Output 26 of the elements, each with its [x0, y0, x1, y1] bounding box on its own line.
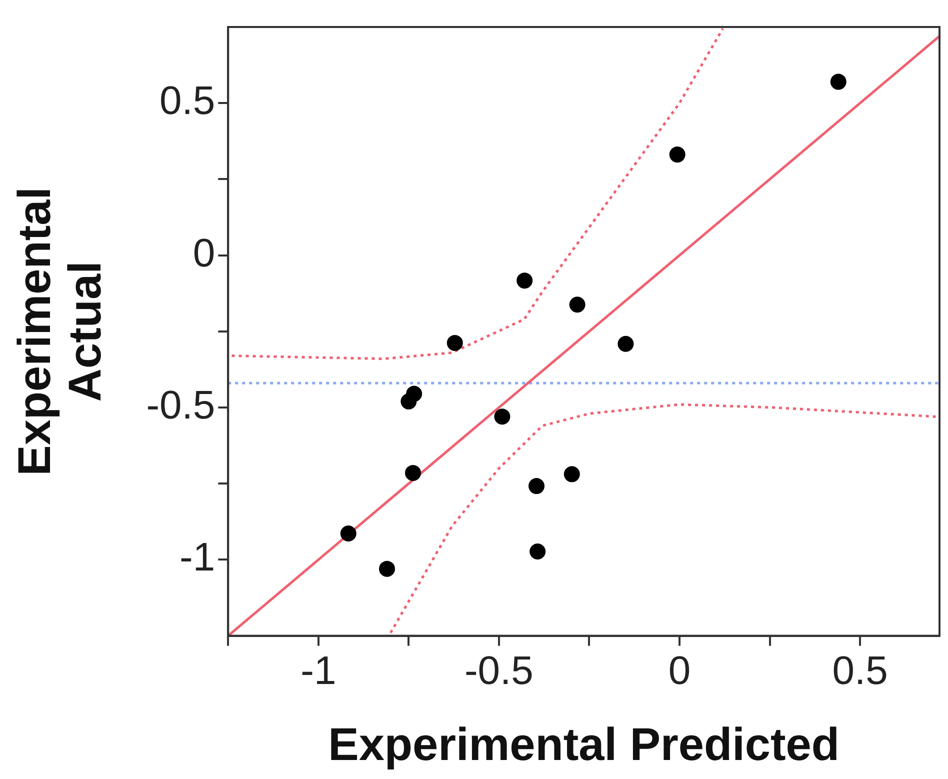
point	[830, 74, 846, 90]
x-tick-label: 0	[668, 648, 691, 693]
line-series	[230, 27, 724, 360]
point	[669, 146, 686, 163]
point	[340, 526, 356, 542]
point	[405, 464, 422, 481]
point	[564, 466, 580, 482]
point	[494, 408, 510, 425]
y-tick-label: -1	[180, 536, 216, 580]
y-tick-label: -0.5	[146, 384, 216, 428]
y-axis-title: Experimental Actual	[8, 186, 111, 476]
x-tick-label: -0.5	[464, 648, 534, 693]
point	[446, 334, 463, 351]
point	[379, 560, 396, 577]
x-axis-title: Experimental Predicted	[328, 718, 840, 770]
line-series	[389, 403, 938, 634]
y-tick-label: 0.5	[160, 79, 216, 124]
point	[516, 272, 533, 289]
point	[618, 336, 634, 352]
point	[406, 386, 422, 402]
x-tick-label: 0.5	[832, 648, 888, 693]
y-tick-label: 0	[192, 231, 216, 276]
point	[528, 478, 545, 494]
x-tick-label: -1	[300, 648, 336, 693]
point	[569, 296, 586, 313]
point	[530, 543, 546, 560]
